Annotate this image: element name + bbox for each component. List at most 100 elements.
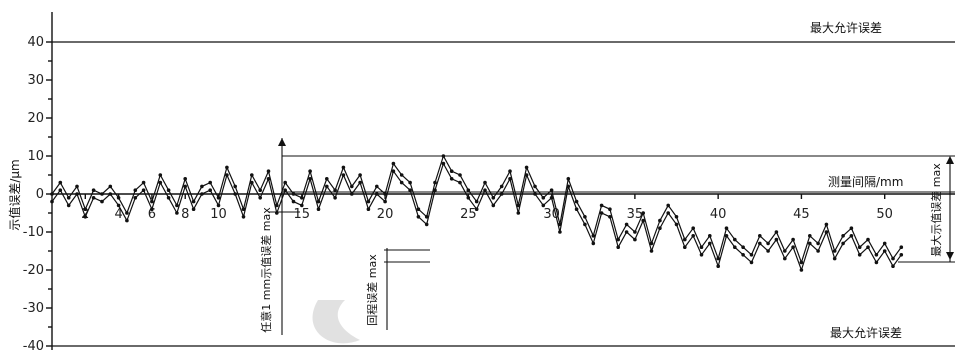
data-point	[857, 253, 862, 257]
data-point	[691, 234, 695, 238]
data-point	[549, 196, 554, 200]
data-point	[458, 180, 462, 185]
data-point	[100, 192, 104, 196]
data-point	[841, 241, 845, 246]
data-point	[633, 237, 637, 242]
data-point	[808, 234, 812, 238]
data-point	[91, 196, 96, 200]
data-point	[258, 196, 263, 200]
x-tick-label: 15	[294, 207, 311, 222]
data-point	[283, 180, 288, 185]
x-ticks: 2 4 6 8 10 15 20 25 30 35 40 45 50	[81, 194, 893, 222]
x-tick-label: 20	[377, 207, 394, 222]
data-point	[683, 245, 687, 249]
data-point	[508, 177, 512, 181]
data-point	[66, 196, 71, 200]
data-point	[741, 253, 745, 257]
data-point	[583, 215, 587, 219]
y-tick-label: 0	[36, 187, 44, 202]
data-point	[300, 196, 304, 200]
data-point	[175, 211, 179, 215]
data-point	[150, 207, 154, 211]
data-point	[191, 199, 196, 204]
data-point	[333, 188, 337, 192]
data-point	[233, 184, 237, 189]
data-point	[716, 256, 720, 261]
data-point	[325, 177, 329, 181]
data-point	[891, 256, 895, 261]
data-point	[774, 237, 779, 242]
data-point	[608, 215, 612, 219]
data-point	[558, 230, 562, 234]
data-point	[133, 196, 138, 200]
data-point	[566, 184, 571, 189]
data-point	[458, 173, 462, 177]
data-point	[541, 196, 546, 200]
data-point	[316, 207, 321, 211]
data-point	[499, 192, 504, 196]
data-point	[724, 226, 729, 230]
data-point	[533, 184, 537, 189]
data-point	[66, 203, 71, 208]
data-point	[824, 230, 829, 234]
data-point	[633, 230, 637, 234]
data-point	[116, 203, 121, 208]
data-point	[141, 180, 146, 185]
data-point	[624, 222, 629, 227]
data-point	[449, 177, 454, 181]
max-error-label: 最大示值误差 max	[929, 163, 943, 257]
x-tick-label: 10	[210, 207, 227, 222]
data-point	[266, 177, 271, 181]
data-point	[350, 184, 354, 189]
data-point	[166, 188, 171, 192]
data-point	[816, 249, 820, 253]
data-point	[441, 161, 446, 166]
data-point	[183, 184, 187, 189]
data-point	[816, 241, 820, 246]
data-point	[108, 192, 113, 196]
data-point	[208, 188, 212, 192]
data-point	[541, 203, 546, 208]
data-point	[658, 226, 662, 230]
data-point	[716, 264, 720, 269]
interval-label: 测量间隔/mm	[828, 175, 903, 189]
data-point	[741, 245, 745, 249]
data-point	[649, 241, 654, 246]
data-point	[433, 180, 437, 185]
data-point	[383, 199, 387, 204]
data-point	[832, 256, 837, 261]
data-point	[408, 188, 412, 192]
data-point	[708, 241, 712, 246]
x-tick-label: 25	[460, 207, 477, 222]
data-point	[891, 264, 895, 269]
data-point	[899, 245, 904, 249]
data-point	[350, 192, 354, 196]
data-point	[616, 245, 620, 249]
data-point	[574, 199, 579, 204]
data-point	[125, 218, 129, 223]
data-point	[874, 253, 879, 257]
data-point	[358, 173, 362, 177]
data-point	[766, 241, 770, 246]
data-point	[874, 260, 879, 265]
data-point	[483, 180, 487, 185]
x-tick-label: 4	[114, 207, 122, 222]
data-point	[258, 188, 263, 192]
any-1mm-arrow-head	[278, 138, 286, 146]
data-point	[483, 188, 487, 192]
data-point	[524, 173, 529, 177]
data-point	[433, 188, 437, 192]
data-point	[358, 180, 362, 185]
data-point	[791, 237, 795, 242]
data-point	[141, 188, 146, 192]
data-point	[799, 268, 804, 272]
data-point	[233, 192, 237, 196]
data-point	[466, 188, 471, 192]
data-point	[666, 211, 670, 215]
data-point	[308, 177, 312, 181]
data-point	[225, 165, 229, 170]
data-point	[649, 249, 654, 253]
data-point	[424, 222, 429, 227]
data-point	[250, 173, 254, 177]
data-point	[341, 173, 346, 177]
